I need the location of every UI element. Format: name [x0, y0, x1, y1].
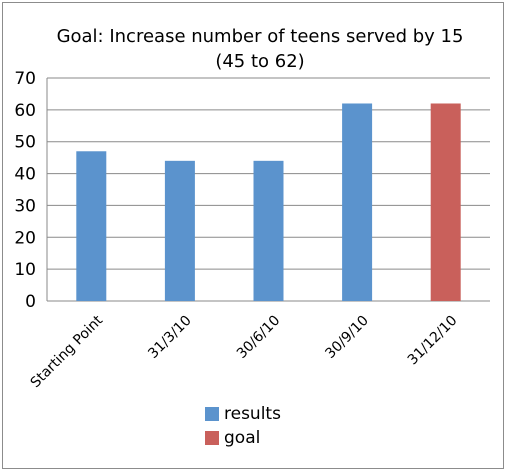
- bar-results: [342, 103, 373, 301]
- bar-results: [164, 160, 195, 301]
- x-tick-label: Starting Point: [28, 312, 107, 391]
- y-tick-label: 50: [14, 133, 36, 153]
- legend-swatch: [205, 431, 219, 445]
- y-tick-label: 70: [14, 69, 36, 89]
- x-tick-label: 30/6/10: [234, 313, 283, 362]
- legend-item-results: results: [205, 402, 281, 426]
- y-tick-label: 60: [14, 101, 36, 121]
- y-tick-label: 10: [14, 260, 36, 280]
- x-tick-label: 31/12/10: [405, 313, 461, 369]
- x-tick-label: 31/3/10: [145, 313, 194, 362]
- y-tick-label: 40: [14, 165, 36, 185]
- bar-results: [253, 160, 284, 301]
- y-tick-label: 30: [14, 196, 36, 216]
- legend-item-goal: goal: [205, 426, 281, 450]
- legend-swatch: [205, 407, 219, 421]
- bar-goal: [430, 103, 461, 301]
- y-tick-label: 20: [14, 228, 36, 248]
- legend-label: goal: [224, 428, 261, 448]
- bar-results: [76, 151, 107, 301]
- chart-legend: results goal: [205, 402, 281, 450]
- legend-label: results: [224, 404, 281, 424]
- y-tick-label: 0: [25, 292, 36, 312]
- chart-title: Goal: Increase number of teens served by…: [56, 26, 464, 72]
- x-tick-label: 30/9/10: [322, 313, 371, 362]
